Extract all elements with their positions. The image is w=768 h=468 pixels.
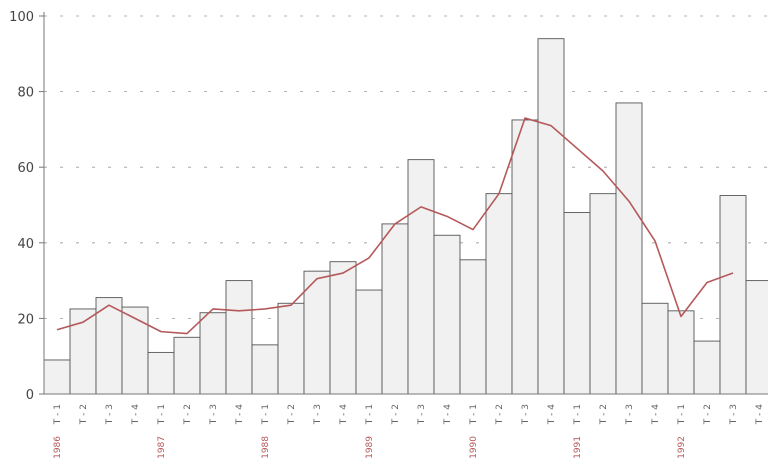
year-label: 1986 bbox=[53, 436, 63, 459]
series-line bbox=[56, 117, 734, 335]
bar bbox=[225, 280, 253, 395]
x-tick-label: T - 3 bbox=[417, 404, 427, 425]
bar bbox=[173, 336, 201, 395]
x-tick-label: T - 3 bbox=[521, 404, 531, 425]
bar bbox=[719, 195, 747, 395]
bar bbox=[251, 344, 279, 395]
x-tick-label: T - 2 bbox=[183, 404, 193, 425]
x-tick-label: T - 3 bbox=[209, 404, 219, 425]
bar bbox=[615, 102, 643, 395]
year-label: 1992 bbox=[677, 436, 687, 459]
x-tick-label: T - 1 bbox=[53, 404, 63, 425]
bar bbox=[667, 310, 695, 395]
x-tick-label: T - 4 bbox=[443, 404, 453, 425]
year-label: 1987 bbox=[157, 436, 167, 459]
bar bbox=[43, 359, 71, 395]
bar bbox=[147, 351, 175, 395]
y-tick-label: 60 bbox=[17, 161, 34, 176]
x-tick-label: T - 2 bbox=[495, 404, 505, 425]
x-tick-label: T - 3 bbox=[105, 404, 115, 425]
x-tick-label: T - 2 bbox=[391, 404, 401, 425]
bar bbox=[745, 280, 768, 395]
bar bbox=[277, 302, 305, 395]
bar bbox=[459, 259, 487, 395]
bar bbox=[199, 312, 227, 395]
year-label: 1991 bbox=[573, 436, 583, 459]
year-label: 1988 bbox=[261, 436, 271, 459]
y-tick-label: 0 bbox=[26, 388, 34, 403]
bar bbox=[407, 159, 435, 395]
x-tick-label: T - 4 bbox=[547, 404, 557, 425]
x-tick-label: T - 1 bbox=[157, 404, 167, 425]
x-tick-label: T - 2 bbox=[599, 404, 609, 425]
x-tick-label: T - 1 bbox=[365, 404, 375, 425]
y-tick-label: 20 bbox=[17, 312, 34, 327]
bar bbox=[641, 302, 669, 395]
x-tick-label: T - 1 bbox=[261, 404, 271, 425]
bar bbox=[433, 234, 461, 395]
bar bbox=[537, 38, 565, 395]
bar bbox=[121, 306, 149, 395]
x-tick-label: T - 3 bbox=[625, 404, 635, 425]
x-tick-label: T - 4 bbox=[651, 404, 661, 425]
bar bbox=[511, 119, 539, 395]
x-tick-label: T - 2 bbox=[703, 404, 713, 425]
bar bbox=[303, 270, 331, 395]
bar bbox=[355, 289, 383, 395]
y-tick-label: 40 bbox=[17, 237, 34, 252]
y-tick-label: 100 bbox=[9, 10, 34, 25]
x-tick-label: T - 1 bbox=[677, 404, 687, 425]
y-tick-label: 80 bbox=[17, 86, 34, 101]
year-label: 1990 bbox=[469, 436, 479, 459]
bar bbox=[381, 223, 409, 395]
x-tick-label: T - 4 bbox=[131, 404, 141, 425]
x-tick-label: T - 3 bbox=[313, 404, 323, 425]
x-tick-label: T - 2 bbox=[79, 404, 89, 425]
x-tick-label: T - 2 bbox=[287, 404, 297, 425]
bar bbox=[693, 340, 721, 395]
bar bbox=[563, 212, 591, 395]
x-tick-label: T - 1 bbox=[573, 404, 583, 425]
year-label: 1989 bbox=[365, 436, 375, 459]
x-tick-label: T - 4 bbox=[235, 404, 245, 425]
bar bbox=[589, 193, 617, 395]
bar bbox=[485, 193, 513, 395]
x-tick-label: T - 4 bbox=[755, 404, 765, 425]
x-tick-label: T - 4 bbox=[339, 404, 349, 425]
x-tick-label: T - 3 bbox=[729, 404, 739, 425]
bar bbox=[329, 261, 357, 395]
x-tick-label: T - 1 bbox=[469, 404, 479, 425]
